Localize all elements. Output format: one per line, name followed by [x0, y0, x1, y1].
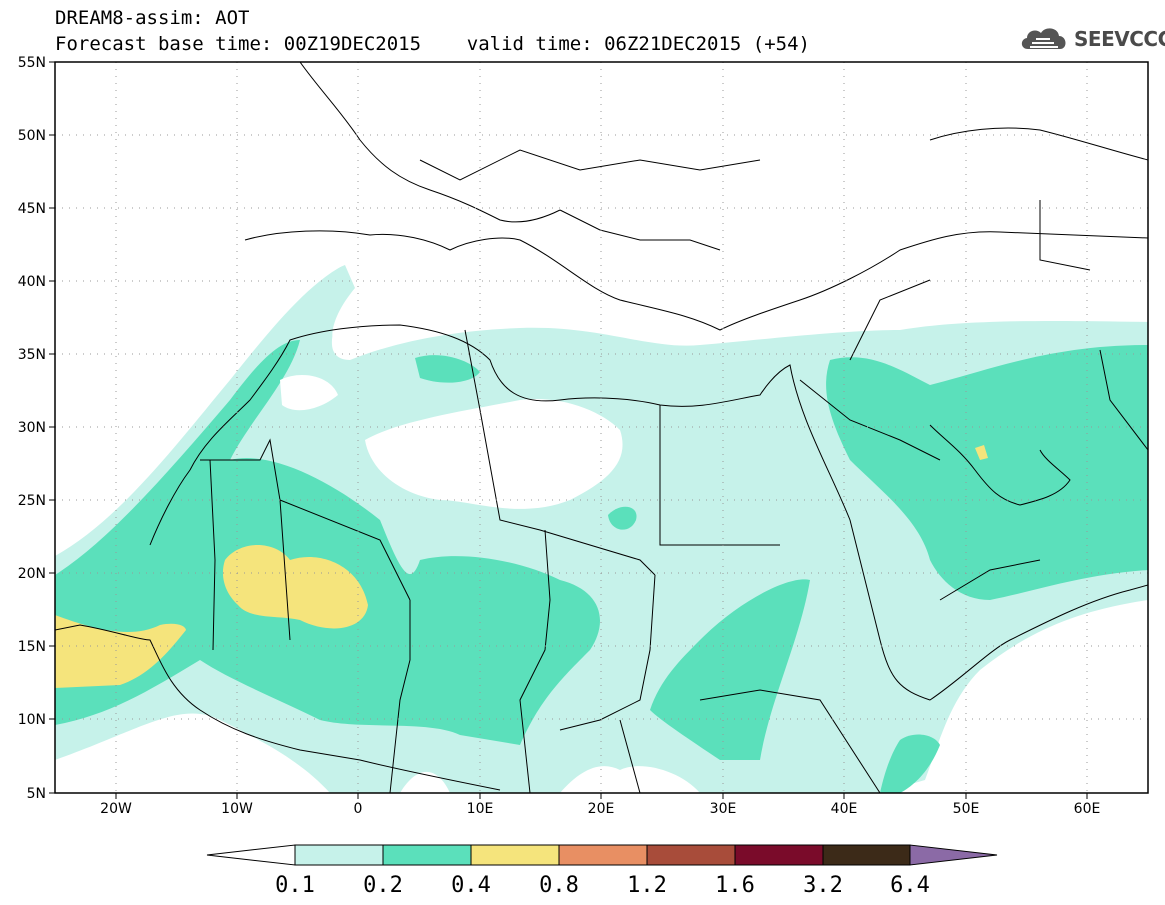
lat-label: 45N: [18, 201, 46, 217]
lon-label: 60E: [1074, 801, 1101, 817]
lon-label: 30E: [710, 801, 737, 817]
colorbar-box: [470, 844, 560, 866]
colorbar-label: 0.8: [539, 873, 579, 898]
aot-shading-mid: [415, 355, 480, 383]
colorbar-box: [558, 844, 648, 866]
country-border: [659, 405, 780, 546]
map-title: DREAM8-assim: AOT: [55, 7, 250, 29]
coastline: [149, 324, 1148, 701]
colorbar-label: 1.6: [715, 873, 755, 898]
lon-label: 40E: [831, 801, 858, 817]
lat-label: 50N: [18, 128, 46, 144]
coastline: [244, 230, 1148, 331]
aot-clear-patch: [365, 399, 623, 509]
coastline: [929, 127, 1148, 161]
logo-text: SEEVCCC: [1074, 27, 1165, 51]
lat-label: 20N: [18, 566, 46, 582]
colorbar-high-arrow: [909, 844, 998, 866]
colorbar-box: [646, 844, 736, 866]
lon-label: 20W: [100, 801, 132, 817]
lat-label: 35N: [18, 347, 46, 363]
graticule: [55, 62, 1148, 793]
colorbar: 0.1 0.2 0.4 0.8 1.2 1.6 3.2 6.4: [206, 844, 998, 898]
colorbar-label: 1.2: [627, 873, 667, 898]
lat-label: 30N: [18, 420, 46, 436]
aot-clear-patch: [280, 375, 338, 411]
lat-label: 10N: [18, 712, 46, 728]
lat-label: 40N: [18, 274, 46, 290]
aot-shading-mid: [608, 506, 637, 530]
coastlines-and-borders: [55, 62, 1148, 793]
lat-label: 55N: [18, 55, 46, 71]
country-border: [1099, 349, 1148, 451]
lon-label: 10W: [221, 801, 253, 817]
lon-label: 10E: [467, 801, 494, 817]
country-border: [939, 559, 1041, 601]
aot-shading-high: [222, 545, 368, 629]
country-border: [419, 149, 761, 181]
lat-label: 5N: [27, 786, 46, 802]
aot-shading-mid: [826, 345, 1148, 600]
lat-label: 15N: [18, 639, 46, 655]
country-border: [200, 438, 291, 641]
cloud-icon: [1021, 28, 1066, 49]
aot-shading-high: [975, 445, 988, 460]
country-border: [519, 529, 551, 793]
aot-shading-mid: [650, 579, 810, 760]
country-border: [389, 600, 411, 793]
colorbar-label: 0.4: [451, 873, 491, 898]
latitude-labels: 55N 50N 45N 40N 35N 30N 25N 20N 15N 10N …: [18, 55, 46, 802]
country-border: [619, 719, 641, 793]
colorbar-label: 6.4: [890, 873, 930, 898]
coastline: [55, 624, 501, 791]
longitude-labels: 20W 10W 0 10E 20E 30E 40E 50E 60E: [100, 801, 1100, 817]
colorbar-low-arrow: [206, 844, 296, 866]
colorbar-label: 0.1: [275, 873, 315, 898]
forecast-time-subtitle: Forecast base time: 00Z19DEC2015 valid t…: [55, 33, 810, 55]
country-border: [279, 499, 411, 601]
country-border: [849, 279, 931, 361]
seevccc-logo: SEEVCCC: [1018, 24, 1165, 54]
coastline: [299, 62, 561, 223]
country-border: [799, 379, 941, 461]
lon-label: 0: [354, 801, 363, 817]
colorbar-label: 0.2: [363, 873, 403, 898]
lon-label: 20E: [588, 801, 615, 817]
lat-label: 25N: [18, 493, 46, 509]
colorbar-box: [382, 844, 472, 866]
aot-shading-mid: [880, 734, 940, 793]
country-border: [1039, 200, 1091, 271]
lon-label: 50E: [953, 801, 980, 817]
map-ticks: [49, 61, 1088, 799]
country-border: [699, 689, 881, 793]
colorbar-box: [822, 844, 911, 866]
country-border: [559, 574, 656, 731]
country-border: [559, 209, 721, 251]
aot-shading-mid: [55, 340, 600, 745]
colorbar-box: [734, 844, 824, 866]
colorbar-label: 3.2: [803, 873, 843, 898]
aot-shading-high: [55, 615, 186, 688]
coastline: [929, 424, 1071, 506]
colorbar-box: [294, 844, 384, 866]
country-border: [464, 329, 656, 576]
country-border: [209, 459, 216, 651]
